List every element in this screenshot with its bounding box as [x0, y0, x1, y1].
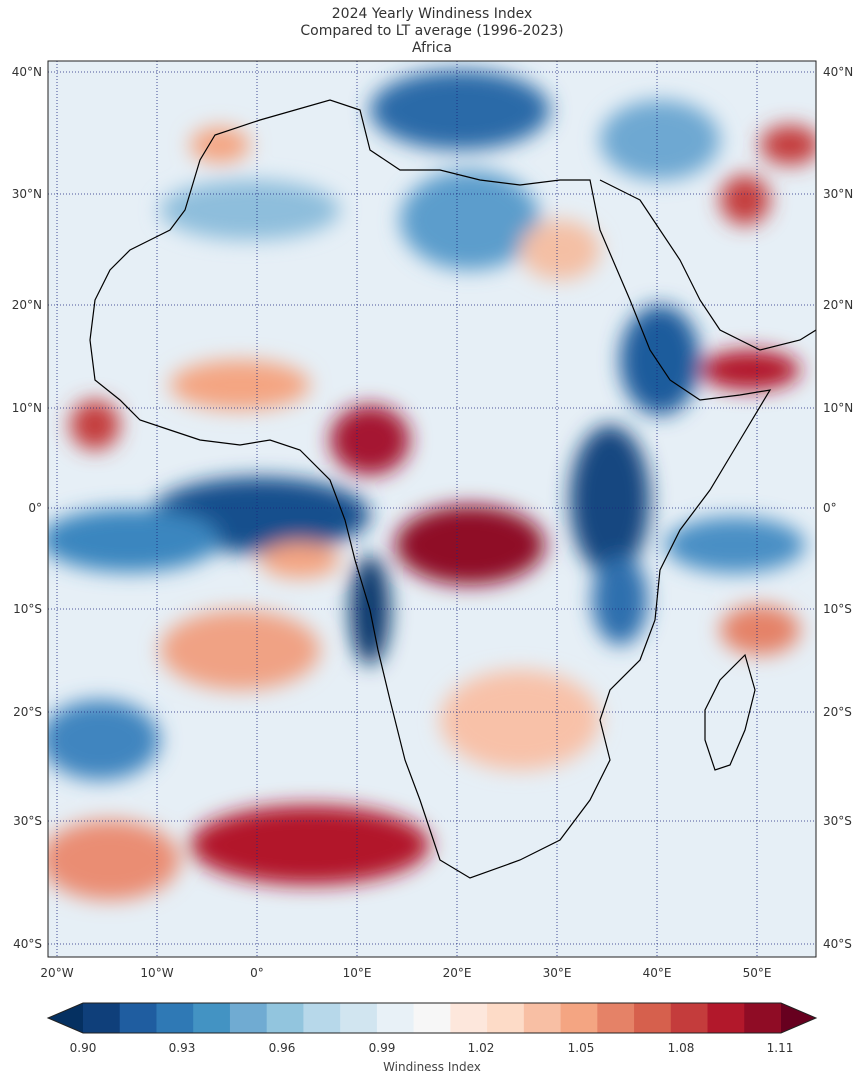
chart-subtitle: Compared to LT average (1996-2023) — [300, 23, 564, 39]
latitude-labels-right: 40°N 30°N 20°N 10°N 0° 10°S 20°S 30°S 40… — [823, 65, 853, 951]
lat-label: 10°S — [13, 602, 42, 616]
colorbar-segment — [450, 1003, 488, 1033]
lon-label: 10°W — [140, 966, 173, 980]
colorbar-tick: 0.96 — [268, 1041, 296, 1055]
colorbar-segment — [523, 1003, 562, 1033]
colorbar-tick: 1.08 — [667, 1041, 695, 1055]
colorbar-segment — [193, 1003, 231, 1033]
colorbar-segment — [413, 1003, 451, 1033]
colorbar-tick: 1.11 — [766, 1041, 794, 1055]
colorbar — [46, 1002, 818, 1034]
colorbar-segment — [597, 1003, 635, 1033]
colorbar-segment — [266, 1003, 304, 1033]
latitude-labels-left: 40°N 30°N 20°N 10°N 0° 10°S 20°S 30°S 40… — [12, 65, 42, 951]
lon-label: 50°E — [743, 966, 772, 980]
chart-title: 2024 Yearly Windiness Index — [331, 6, 533, 22]
graticule — [48, 61, 816, 957]
colorbar-tick: 0.99 — [368, 1041, 396, 1055]
colorbar-tick: 1.05 — [567, 1041, 595, 1055]
colorbar-outline — [46, 1002, 818, 1034]
colorbar-segment — [707, 1003, 745, 1033]
windiness-field — [48, 70, 816, 900]
lat-label: 20°N — [823, 298, 853, 312]
lon-label: 40°E — [643, 966, 672, 980]
lon-label: 0° — [250, 966, 264, 980]
lon-label: 20°W — [40, 966, 73, 980]
colorbar-segment — [670, 1003, 709, 1033]
colorbar-segment — [229, 1003, 268, 1033]
lat-label: 40°S — [823, 937, 852, 951]
lon-label: 30°E — [543, 966, 572, 980]
colorbar-segment — [119, 1003, 157, 1033]
lon-label: 20°E — [443, 966, 472, 980]
lat-label: 20°S — [13, 705, 42, 719]
lat-label: 40°N — [823, 65, 853, 79]
colorbar-extend-high — [781, 1003, 816, 1033]
lat-label: 0° — [823, 501, 837, 515]
colorbar-segment — [303, 1003, 341, 1033]
map-frame — [47, 60, 817, 958]
lat-label: 10°S — [823, 602, 852, 616]
colorbar-tick: 1.02 — [467, 1041, 495, 1055]
africa-coastline — [89, 99, 772, 879]
lat-label: 30°S — [823, 814, 852, 828]
colorbar-segment — [340, 1003, 378, 1033]
lat-label: 30°N — [12, 187, 42, 201]
colorbar-label: Windiness Index — [383, 1060, 481, 1074]
colorbar-segment — [156, 1003, 194, 1033]
lat-label: 0° — [28, 501, 42, 515]
colorbar-segment — [487, 1003, 525, 1033]
lat-label: 40°N — [12, 65, 42, 79]
lat-label: 30°N — [823, 187, 853, 201]
colorbar-tick: 0.93 — [168, 1041, 196, 1055]
lat-label: 20°N — [12, 298, 42, 312]
colorbar-segment — [744, 1003, 782, 1033]
lat-label: 20°S — [823, 705, 852, 719]
region-label: Africa — [412, 40, 452, 56]
lat-label: 30°S — [13, 814, 42, 828]
colorbar-segment — [560, 1003, 598, 1033]
lat-label: 40°S — [13, 937, 42, 951]
colorbar-segment — [634, 1003, 672, 1033]
colorbar-segment — [376, 1003, 415, 1033]
colorbar-segment — [83, 1003, 121, 1033]
arabia-coastline — [599, 179, 816, 351]
lon-label: 10°E — [343, 966, 372, 980]
colorbar-extend-low — [48, 1003, 83, 1033]
madagascar-coastline — [704, 653, 756, 771]
longitude-labels: 20°W 10°W 0° 10°E 20°E 30°E 40°E 50°E — [40, 966, 771, 980]
lat-label: 10°N — [12, 401, 42, 415]
lat-label: 10°N — [823, 401, 853, 415]
colorbar-tick: 0.90 — [69, 1041, 97, 1055]
